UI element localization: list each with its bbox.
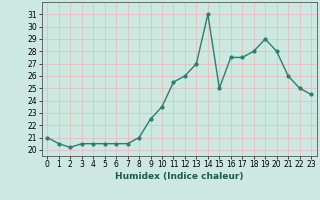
X-axis label: Humidex (Indice chaleur): Humidex (Indice chaleur) (115, 172, 244, 181)
